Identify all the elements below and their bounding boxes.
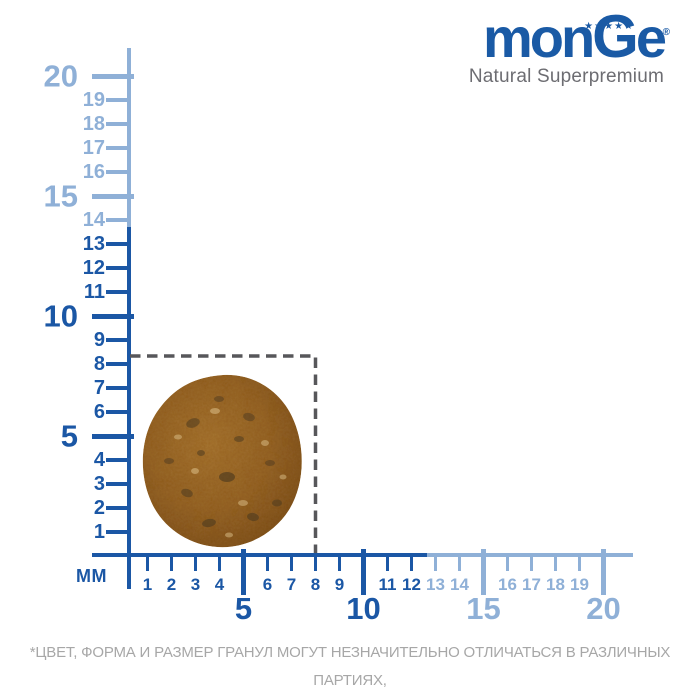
horizontal-tick	[481, 549, 486, 595]
vertical-tick-label: 2	[93, 497, 105, 519]
vertical-tick	[92, 433, 134, 439]
horizontal-tick-label: 7	[286, 575, 297, 594]
vertical-tick	[106, 146, 130, 150]
horizontal-tick-label: 2	[166, 575, 177, 594]
vertical-tick	[106, 290, 130, 294]
vertical-tick-label: 13	[82, 233, 105, 255]
horizontal-tick	[337, 553, 342, 571]
horizontal-tick-label: 1	[142, 575, 153, 594]
wordmark-e: e	[635, 6, 667, 69]
horizontal-tick-label: 14	[450, 575, 469, 594]
horizontal-tick-label: 18	[546, 575, 565, 594]
disclaimer-line1: *ЦВЕТ, ФОРМА И РАЗМЕР ГРАНУЛ МОГУТ НЕЗНА…	[29, 644, 671, 689]
vertical-tick-label: 18	[82, 113, 105, 135]
vertical-tick-label: 17	[82, 137, 105, 159]
vertical-tick-label: 20	[43, 58, 78, 94]
horizontal-tick	[217, 553, 222, 571]
vertical-tick	[106, 338, 130, 342]
horizontal-tick	[529, 553, 534, 571]
vertical-tick-label: 12	[82, 257, 105, 279]
logo-stars-icon: ★★★★★	[584, 21, 634, 32]
horizontal-tick	[289, 553, 294, 571]
horizontal-tick-label: 4	[214, 575, 225, 594]
brand-tagline: Natural Superpremium	[468, 66, 664, 87]
horizontal-tick	[409, 553, 414, 571]
horizontal-tick-label: 10	[346, 591, 381, 626]
vertical-tick	[106, 98, 130, 102]
kibble-body	[142, 374, 302, 548]
vertical-tick-label: 6	[93, 401, 105, 423]
vertical-tick	[92, 313, 134, 319]
horizontal-tick-label: 17	[522, 575, 541, 594]
horizontal-tick-label: 13	[426, 575, 445, 594]
horizontal-tick-label: 3	[190, 575, 201, 594]
vertical-tick	[106, 530, 130, 534]
brand-wordmark: monGe	[469, 7, 667, 67]
brand-logo: ★★★★★ ® monGe Natural Superpremium	[468, 7, 670, 88]
vertical-tick	[106, 122, 130, 126]
vertical-tick-label: 4	[93, 449, 105, 471]
horizontal-tick-label: 6	[262, 575, 273, 594]
vertical-tick	[106, 218, 130, 222]
disclaimer: *ЦВЕТ, ФОРМА И РАЗМЕР ГРАНУЛ МОГУТ НЕЗНА…	[0, 639, 700, 700]
horizontal-tick-label: 20	[586, 591, 621, 626]
vertical-tick-label: 16	[82, 161, 105, 183]
horizontal-tick	[169, 553, 174, 571]
horizontal-tick	[505, 553, 510, 571]
horizontal-tick	[577, 553, 582, 571]
vertical-tick	[92, 193, 134, 199]
registered-trademark-icon: ®	[662, 27, 670, 38]
horizontal-tick	[553, 553, 558, 571]
horizontal-tick-label: 19	[570, 575, 589, 594]
vertical-tick-label: 9	[93, 329, 105, 351]
wordmark-g: G	[592, 3, 639, 70]
vertical-tick	[106, 506, 130, 510]
kibble-light-flecks	[174, 408, 287, 538]
vertical-tick	[106, 386, 130, 390]
vertical-tick	[106, 410, 130, 414]
vertical-tick-label: 5	[60, 418, 78, 454]
horizontal-tick-label: 11	[378, 575, 397, 594]
horizontal-tick-label: 8	[310, 575, 321, 594]
horizontal-tick	[433, 553, 438, 571]
horizontal-tick	[457, 553, 462, 571]
vertical-tick	[106, 482, 130, 486]
vertical-tick-label: 14	[82, 209, 105, 231]
unit-label: MM	[76, 566, 107, 586]
vertical-tick-label: 1	[93, 521, 105, 543]
horizontal-tick	[241, 549, 246, 595]
vertical-tick-label: 11	[83, 281, 105, 303]
vertical-tick-label: 10	[43, 298, 78, 334]
horizontal-tick	[313, 553, 318, 571]
wordmark-mon: mon	[482, 6, 595, 69]
horizontal-tick	[385, 553, 390, 571]
vertical-tick	[106, 170, 130, 174]
vertical-tick-label: 19	[82, 89, 105, 111]
horizontal-tick-label: 16	[498, 575, 517, 594]
disclaimer-line2: ВВИДУ ИСПОЛЬЗОВАНИЯ НАТУРАЛЬНЫХ КОМПОНЕН…	[0, 694, 700, 700]
horizontal-tick-label: 5	[234, 591, 253, 626]
vertical-ruler-line	[126, 48, 131, 589]
vertical-tick	[92, 73, 134, 79]
vertical-tick-label: 15	[43, 178, 78, 214]
horizontal-tick	[265, 553, 270, 571]
vertical-tick-label: 8	[93, 353, 105, 375]
horizontal-tick-label: 12	[402, 575, 421, 594]
horizontal-tick	[145, 553, 150, 571]
vertical-tick-label: 3	[93, 473, 105, 495]
kibble-photo	[142, 374, 302, 548]
vertical-tick	[106, 242, 130, 246]
vertical-tick	[106, 362, 130, 366]
horizontal-tick-label: 9	[334, 575, 345, 594]
vertical-tick-label: 7	[93, 377, 105, 399]
vertical-tick	[106, 266, 130, 270]
vertical-tick	[106, 458, 130, 462]
horizontal-tick	[601, 549, 606, 595]
kibble-dark-speckles	[164, 396, 282, 528]
horizontal-tick	[361, 549, 366, 595]
horizontal-tick-label: 15	[466, 591, 501, 626]
horizontal-tick	[193, 553, 198, 571]
